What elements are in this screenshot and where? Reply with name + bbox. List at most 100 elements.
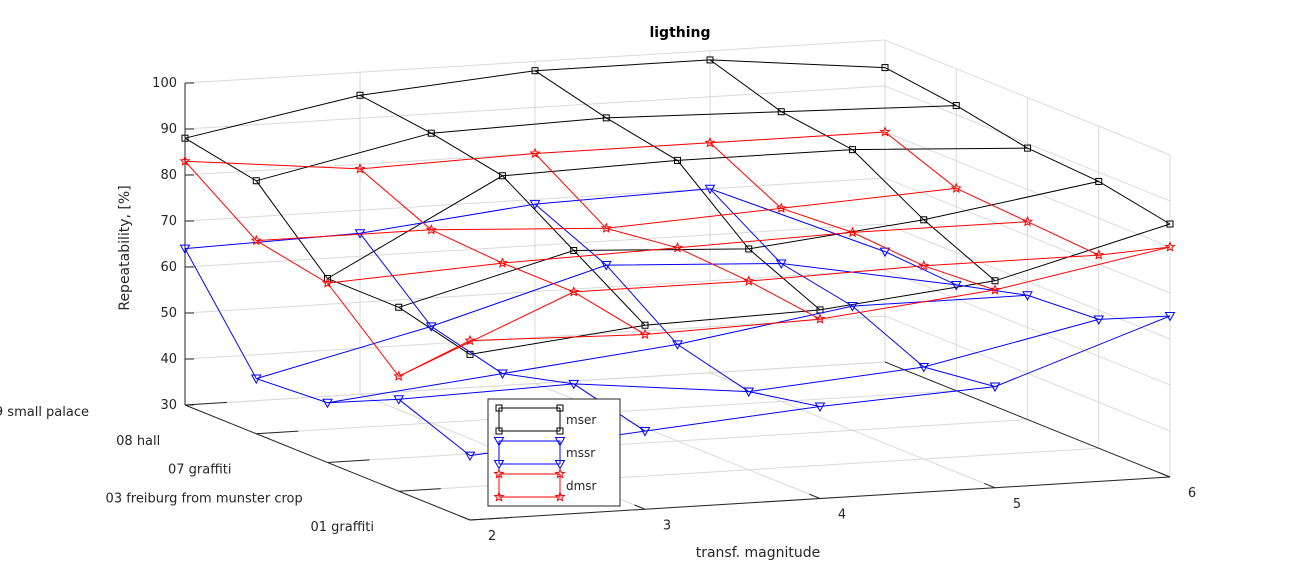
marker-triangle xyxy=(322,398,333,409)
marker-square xyxy=(1166,220,1174,228)
marker-square xyxy=(641,321,649,329)
series-cross-line xyxy=(184,160,471,377)
z-tick-label: 30 xyxy=(160,398,177,413)
series-line xyxy=(469,246,1171,342)
marker-star xyxy=(554,468,566,479)
marker-star xyxy=(179,155,191,166)
marker-square xyxy=(395,303,403,311)
marker-square xyxy=(324,275,331,282)
series-cross-line xyxy=(709,188,996,388)
series-cross-line xyxy=(534,70,821,311)
marker-star xyxy=(846,226,859,238)
marker-square xyxy=(920,216,928,224)
series-cross-line xyxy=(534,153,821,320)
marker-triangle xyxy=(775,259,787,270)
grid xyxy=(184,39,1171,521)
category-tick-label: 08 hall xyxy=(116,434,160,449)
marker-square xyxy=(531,67,539,75)
x-tick-label: 2 xyxy=(488,529,496,544)
floor-gridline-category xyxy=(327,419,1028,463)
legend-entry-mser: mser xyxy=(495,404,596,435)
marker-square xyxy=(181,134,189,142)
series-line xyxy=(256,262,957,380)
category-tick-mark xyxy=(184,401,228,406)
legend: mser mssr dmsr xyxy=(487,398,621,507)
series-cross-line xyxy=(359,94,646,326)
marker-square xyxy=(556,427,564,435)
marker-square xyxy=(1024,144,1031,152)
marker-square xyxy=(706,56,714,64)
marker-triangle xyxy=(464,451,476,462)
marker-square xyxy=(499,172,506,180)
series-mser xyxy=(181,56,1174,358)
legend-label: mser xyxy=(566,413,596,427)
series-cross-line xyxy=(884,251,1171,320)
marker-star xyxy=(464,334,476,346)
tick-labels: 30 40 50 60 70 80 90 100 2 3 4 5 6 01 graffiti 03 frei… xyxy=(0,76,1196,544)
category-tick-label: 09 small palace xyxy=(0,405,89,420)
marker-star xyxy=(639,328,651,340)
marker-triangle xyxy=(743,387,755,398)
series-cross-line xyxy=(534,203,821,407)
x-axis-label: transf. magnitude xyxy=(696,545,821,561)
x-tick-mark xyxy=(984,482,996,489)
marker-star xyxy=(1021,215,1034,227)
marker-star xyxy=(775,202,787,213)
z-tick-label: 50 xyxy=(160,306,177,321)
category-tick-mark xyxy=(469,516,513,521)
x-tick-mark xyxy=(634,504,646,510)
x-tick-label: 5 xyxy=(1013,497,1021,512)
series-cross-line xyxy=(884,67,1171,225)
marker-triangle xyxy=(1093,315,1105,325)
marker-triangle xyxy=(704,184,716,195)
marker-triangle xyxy=(600,261,612,271)
marker-star xyxy=(554,491,566,502)
x-tick-mark xyxy=(459,515,471,521)
marker-triangle xyxy=(950,280,962,291)
series-cross-line xyxy=(359,168,646,335)
category-tick-mark xyxy=(256,430,299,435)
series-cross-line xyxy=(184,248,471,456)
marker-triangle xyxy=(918,363,930,373)
marker-square xyxy=(745,245,753,253)
category-tick-label: 03 freiburg from munster crop xyxy=(106,491,303,506)
series-cross-line xyxy=(709,59,996,282)
marker-square xyxy=(356,91,364,99)
legend-box xyxy=(487,398,621,507)
marker-square xyxy=(881,64,889,72)
z-tick-label: 70 xyxy=(160,214,177,229)
floor-right-edge xyxy=(884,361,1171,478)
z-tick-label: 80 xyxy=(160,168,177,183)
marker-star xyxy=(425,223,437,235)
marker-triangle xyxy=(393,395,405,405)
series-cross-line xyxy=(709,142,996,291)
marker-triangle xyxy=(1164,312,1176,322)
marker-triangle xyxy=(529,200,541,210)
marker-triangle xyxy=(493,437,505,447)
x-tick-mark xyxy=(809,493,821,499)
marker-triangle xyxy=(493,460,505,470)
marker-star xyxy=(1164,241,1176,252)
marker-square xyxy=(495,427,503,435)
series-cross-line xyxy=(884,131,1171,256)
marker-star xyxy=(393,370,405,381)
marker-star xyxy=(529,147,541,159)
marker-star xyxy=(989,284,1001,295)
marker-star xyxy=(1093,249,1105,260)
marker-triangle xyxy=(179,244,191,255)
series-dmsr xyxy=(179,126,1176,381)
marker-triangle xyxy=(497,369,508,380)
marker-triangle xyxy=(425,322,437,332)
marker-star xyxy=(879,126,891,137)
category-tick-mark xyxy=(327,459,370,463)
x-tick-label: 6 xyxy=(1188,486,1196,501)
series-cross-line xyxy=(184,137,471,355)
marker-star xyxy=(918,259,930,271)
marker-triangle xyxy=(814,402,826,413)
series-line xyxy=(327,147,1028,279)
marker-star xyxy=(250,234,262,246)
x-tick-label: 3 xyxy=(663,518,671,533)
marker-star xyxy=(743,275,755,286)
marker-square xyxy=(991,277,999,285)
marker-star xyxy=(950,182,962,194)
